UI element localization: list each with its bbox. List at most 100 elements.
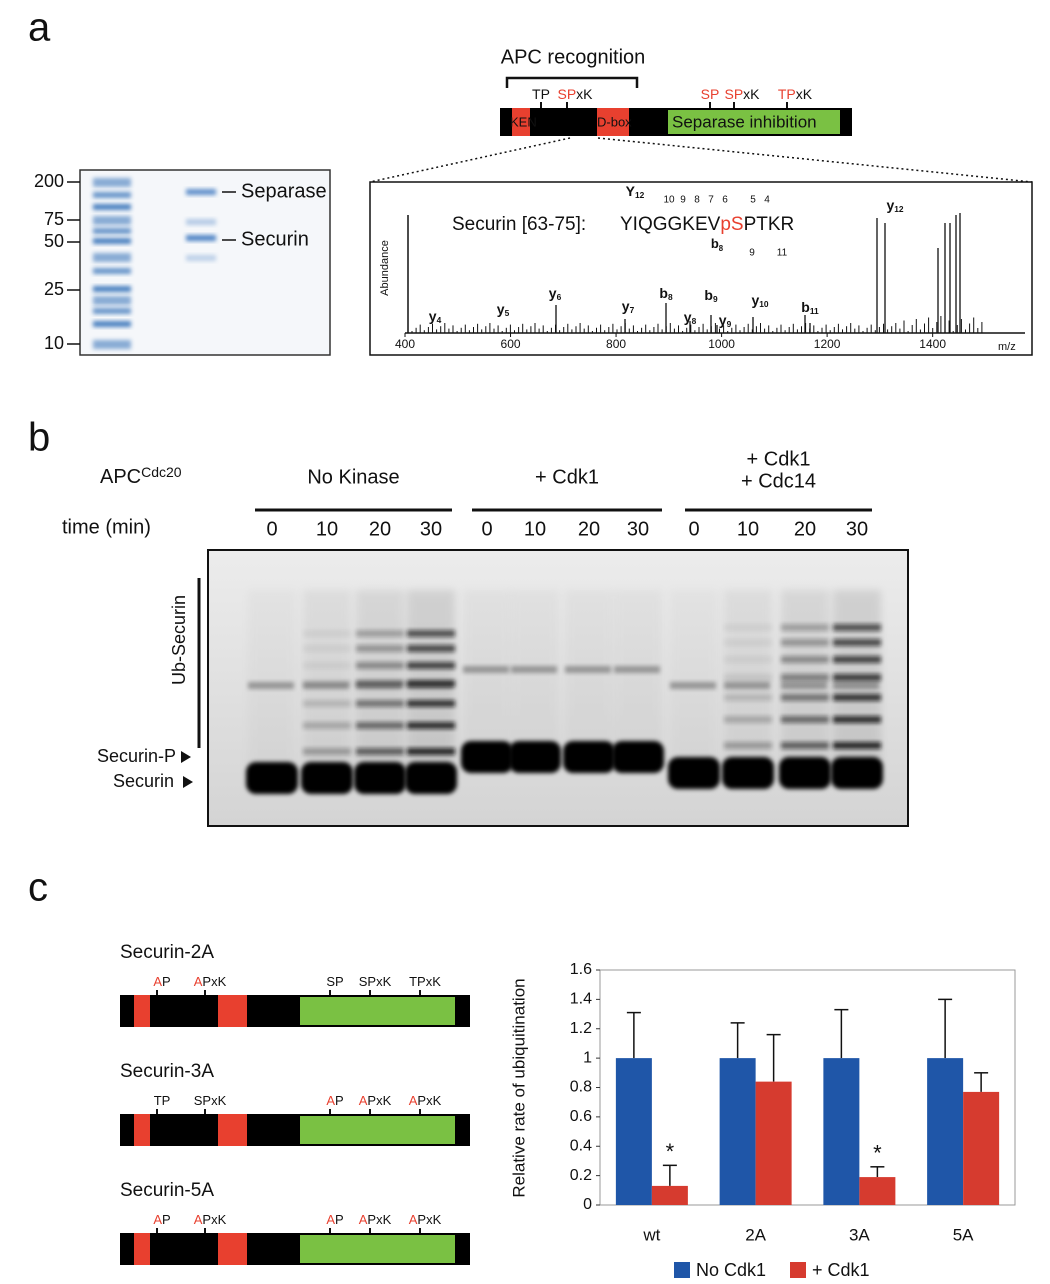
smear: [356, 590, 404, 768]
smear: [248, 590, 296, 768]
ub-band: [833, 674, 881, 681]
lane-time: 20: [794, 518, 816, 540]
ub-band: [303, 645, 351, 652]
ion-label: y9: [719, 312, 732, 330]
ub-band: [781, 694, 829, 701]
fragment-label: 8: [694, 195, 700, 206]
ion-label: y12: [886, 197, 903, 215]
group-label: + Cdk1: [535, 466, 599, 488]
lane-time: 30: [627, 518, 649, 540]
band-label: Separase: [241, 180, 327, 202]
ken-box: [134, 995, 150, 1027]
fragment-label: 9: [680, 195, 686, 206]
ion-index: 4: [437, 315, 442, 325]
construct-name: Securin-3A: [120, 1061, 214, 1082]
dbox: [218, 995, 247, 1027]
gel-band: [833, 682, 879, 689]
ion-letter: y: [719, 312, 727, 328]
gel-band: [612, 741, 664, 773]
ion-label: b9: [704, 287, 718, 305]
ub-band: [407, 748, 455, 755]
gel-band: [668, 757, 720, 789]
motif-label: SPxK: [194, 1093, 227, 1108]
ub-band: [833, 624, 881, 631]
gel-band: [614, 666, 660, 673]
ub-band: [303, 748, 351, 755]
ub-band: [724, 656, 772, 663]
motif-label-part: A: [194, 1212, 203, 1227]
x-tick-label: 600: [501, 337, 521, 351]
motif-label-part: A: [153, 974, 162, 989]
ken-box: [512, 108, 530, 136]
ion-letter: b: [704, 287, 713, 303]
motif-label-part: SPxK: [194, 1093, 227, 1108]
ion-index: 7: [630, 305, 635, 315]
ion-index: 8: [692, 316, 697, 326]
ion-index: 12: [635, 190, 645, 200]
arrow: [181, 751, 191, 763]
x-tick-label: 400: [395, 337, 415, 351]
motif-label-part: xK: [576, 86, 593, 102]
ub-band: [833, 716, 881, 723]
ken-box: [134, 1233, 150, 1265]
x-tick-label: 1200: [814, 337, 841, 351]
ub-band: [781, 624, 829, 631]
zoom-line: [369, 137, 571, 183]
marker-label: 75: [44, 209, 64, 229]
panel-label: c: [28, 866, 48, 910]
bar: [615, 1058, 652, 1205]
ub-band: [407, 700, 455, 707]
motif-label-part: PxK: [202, 1212, 226, 1227]
ion-index: 10: [759, 299, 769, 309]
ion-letter: Y: [626, 183, 636, 199]
motif-label-part: SP: [557, 86, 576, 102]
y-tick-label: 0.4: [570, 1137, 592, 1154]
motif-label-part: PxK: [367, 1212, 391, 1227]
marker-label: 200: [34, 171, 64, 191]
spectrum-frame: [369, 181, 1033, 356]
panel-label: a: [28, 6, 51, 50]
x-tick-label: 5A: [953, 1225, 974, 1244]
ladder-band: [93, 268, 131, 274]
motif-label: SP: [701, 86, 720, 102]
ladder-band: [93, 228, 131, 234]
construct-name: Securin-5A: [120, 1180, 214, 1201]
enzyme-base: APC: [100, 466, 141, 488]
gel-band: [779, 757, 831, 789]
motif-label-part: A: [359, 1212, 368, 1227]
ub-band: [833, 742, 881, 749]
motif-label: TP: [532, 86, 550, 102]
x-tick-label: 800: [606, 337, 626, 351]
motif-label: AP: [153, 1212, 170, 1227]
ken-box: [134, 1114, 150, 1146]
ladder-band: [93, 308, 131, 314]
ub-band: [407, 662, 455, 669]
gel-band: [246, 762, 298, 794]
motif-label: TP: [154, 1093, 171, 1108]
gel-band: [405, 762, 457, 794]
motif-label-part: A: [409, 1093, 418, 1108]
ub-band: [724, 694, 772, 701]
gel-band: [781, 682, 827, 689]
y-tick-label: 1.4: [570, 991, 592, 1008]
gel-band: [301, 762, 353, 794]
y-tick-label: 1: [583, 1049, 592, 1066]
motif-label: APxK: [194, 1212, 227, 1227]
y-axis-label: Abundance: [379, 240, 391, 296]
ladder-band: [93, 238, 131, 244]
motif-label: TPxK: [409, 974, 441, 989]
construct-name: Securin-2A: [120, 942, 214, 963]
ub-band: [356, 748, 404, 755]
ub-band: [407, 630, 455, 637]
gel-band: [354, 762, 406, 794]
ub-band: [356, 680, 404, 687]
marker-label: 10: [44, 333, 64, 353]
group-label: + Cdk1: [747, 448, 811, 470]
ion-label: y6: [549, 285, 562, 303]
motif-label-part: A: [326, 1093, 335, 1108]
motif-label-part: TPxK: [409, 974, 441, 989]
ub-band: [724, 742, 772, 749]
ub-band: [833, 694, 881, 701]
protein-band: [186, 189, 216, 195]
ub-band: [356, 662, 404, 669]
